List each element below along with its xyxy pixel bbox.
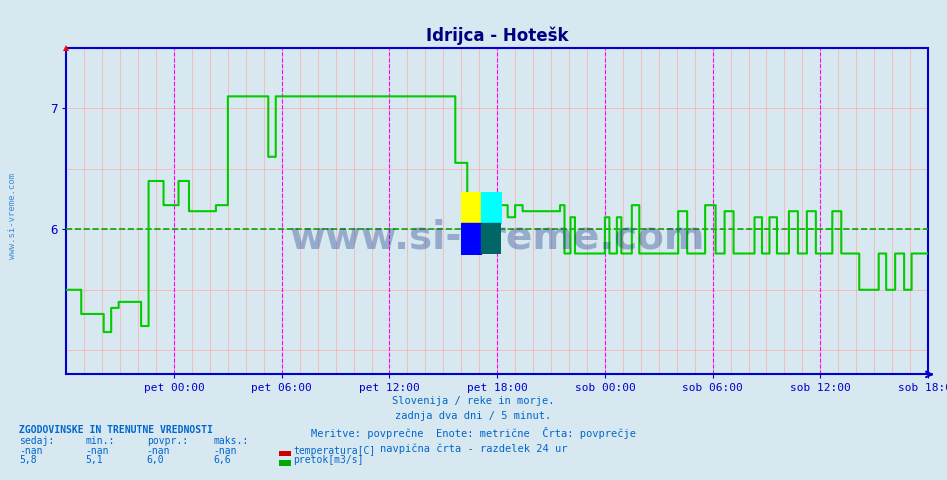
Text: maks.:: maks.:: [213, 436, 248, 446]
Text: -nan: -nan: [85, 445, 109, 456]
Title: Idrijca - Hotešk: Idrijca - Hotešk: [426, 26, 568, 45]
Bar: [279, 460, 291, 466]
Text: -nan: -nan: [213, 445, 237, 456]
Text: -nan: -nan: [19, 445, 43, 456]
Text: 5,8: 5,8: [19, 455, 37, 465]
Text: 6,0: 6,0: [147, 455, 165, 465]
Text: Slovenija / reke in morje.
zadnja dva dni / 5 minut.
Meritve: povprečne  Enote: : Slovenija / reke in morje. zadnja dva dn…: [311, 396, 636, 455]
Text: sedaj:: sedaj:: [19, 436, 54, 446]
Text: 5,1: 5,1: [85, 455, 103, 465]
Text: ZGODOVINSKE IN TRENUTNE VREDNOSTI: ZGODOVINSKE IN TRENUTNE VREDNOSTI: [19, 425, 213, 435]
Text: www.si-vreme.com: www.si-vreme.com: [290, 218, 705, 256]
Polygon shape: [481, 223, 501, 254]
Text: min.:: min.:: [85, 436, 115, 446]
Text: pretok[m3/s]: pretok[m3/s]: [294, 455, 364, 465]
Bar: [279, 451, 291, 456]
Text: temperatura[C]: temperatura[C]: [294, 445, 376, 456]
Text: -nan: -nan: [147, 445, 170, 456]
Text: 6,6: 6,6: [213, 455, 231, 465]
Text: www.si-vreme.com: www.si-vreme.com: [8, 173, 17, 259]
Text: povpr.:: povpr.:: [147, 436, 188, 446]
